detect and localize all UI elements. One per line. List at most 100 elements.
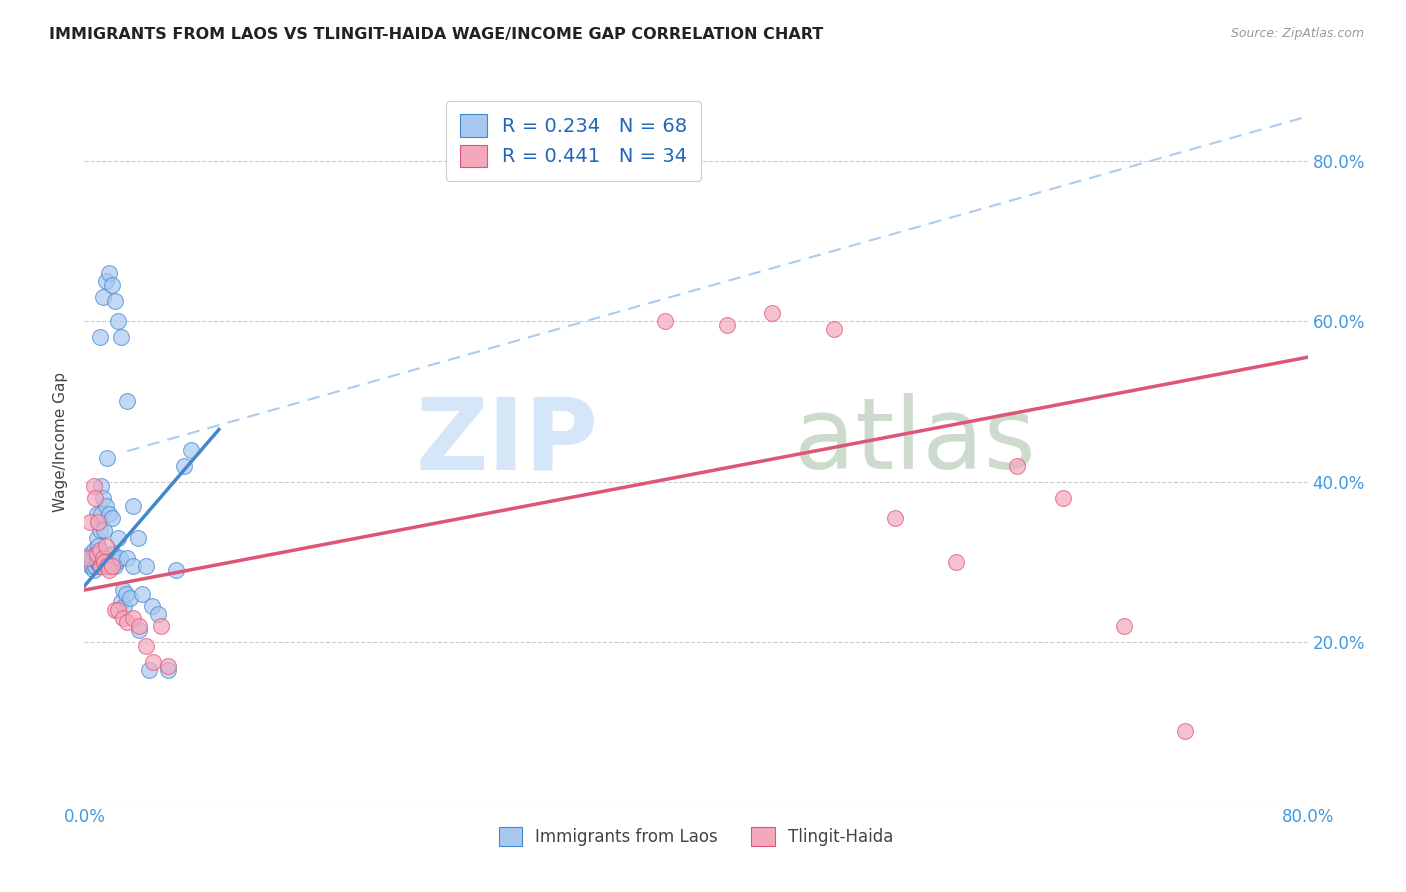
- Point: [89, 542, 111, 557]
- Point: [135, 639, 157, 653]
- Point: [115, 550, 138, 566]
- Point: [87, 555, 110, 569]
- Point: [96, 558, 118, 574]
- Point: [180, 442, 202, 457]
- Point: [79, 558, 101, 574]
- Point: [716, 318, 738, 332]
- Point: [97, 563, 120, 577]
- Point: [110, 595, 132, 609]
- Legend: Immigrants from Laos, Tlingit-Haida: Immigrants from Laos, Tlingit-Haida: [488, 817, 904, 856]
- Point: [115, 615, 138, 630]
- Point: [128, 619, 150, 633]
- Point: [84, 558, 107, 574]
- Point: [93, 550, 115, 566]
- Point: [101, 558, 124, 574]
- Point: [86, 555, 108, 569]
- Point: [104, 293, 127, 308]
- Point: [104, 558, 127, 574]
- Point: [101, 547, 124, 561]
- Point: [157, 664, 180, 678]
- Point: [1052, 491, 1074, 505]
- Point: [90, 547, 112, 561]
- Point: [654, 314, 676, 328]
- Point: [94, 499, 117, 513]
- Point: [108, 550, 131, 566]
- Point: [84, 491, 107, 505]
- Point: [157, 659, 180, 673]
- Point: [89, 523, 111, 537]
- Text: Source: ZipAtlas.com: Source: ZipAtlas.com: [1230, 27, 1364, 40]
- Point: [76, 550, 98, 566]
- Point: [107, 314, 129, 328]
- Point: [111, 583, 134, 598]
- Point: [94, 274, 117, 288]
- Point: [83, 563, 105, 577]
- Point: [79, 547, 101, 561]
- Point: [114, 587, 136, 601]
- Point: [107, 603, 129, 617]
- Point: [94, 558, 117, 574]
- Point: [1114, 619, 1136, 633]
- Point: [83, 542, 105, 557]
- Point: [107, 531, 129, 545]
- Point: [1174, 723, 1197, 738]
- Point: [1005, 458, 1028, 473]
- Point: [149, 619, 172, 633]
- Point: [111, 611, 134, 625]
- Point: [122, 499, 145, 513]
- Point: [94, 539, 117, 553]
- Point: [90, 507, 112, 521]
- Point: [146, 607, 169, 621]
- Y-axis label: Wage/Income Gap: Wage/Income Gap: [53, 371, 69, 512]
- Point: [141, 599, 163, 614]
- Point: [84, 547, 107, 561]
- Point: [165, 563, 187, 577]
- Point: [76, 555, 98, 569]
- Point: [87, 539, 110, 553]
- Point: [89, 330, 111, 344]
- Point: [80, 550, 103, 566]
- Point: [883, 510, 905, 524]
- Point: [87, 547, 110, 561]
- Point: [122, 611, 145, 625]
- Point: [823, 322, 845, 336]
- Point: [98, 555, 121, 569]
- Point: [83, 478, 105, 492]
- Point: [110, 330, 132, 344]
- Point: [86, 531, 108, 545]
- Point: [91, 555, 114, 569]
- Point: [86, 547, 108, 561]
- Point: [945, 555, 967, 569]
- Point: [138, 664, 160, 678]
- Point: [101, 277, 124, 292]
- Point: [120, 591, 142, 605]
- Text: ZIP: ZIP: [415, 393, 598, 490]
- Point: [89, 558, 111, 574]
- Point: [90, 558, 112, 574]
- Point: [105, 555, 128, 569]
- Point: [112, 599, 135, 614]
- Point: [97, 507, 120, 521]
- Point: [97, 558, 120, 574]
- Point: [122, 558, 145, 574]
- Point: [87, 515, 110, 529]
- Point: [96, 558, 118, 574]
- Point: [77, 550, 100, 566]
- Point: [142, 655, 165, 669]
- Point: [761, 306, 783, 320]
- Point: [128, 623, 150, 637]
- Point: [89, 550, 111, 566]
- Point: [91, 491, 114, 505]
- Point: [91, 290, 114, 304]
- Point: [127, 531, 149, 545]
- Text: IMMIGRANTS FROM LAOS VS TLINGIT-HAIDA WAGE/INCOME GAP CORRELATION CHART: IMMIGRANTS FROM LAOS VS TLINGIT-HAIDA WA…: [49, 27, 824, 42]
- Point: [90, 478, 112, 492]
- Point: [104, 603, 127, 617]
- Text: atlas: atlas: [794, 393, 1035, 490]
- Point: [80, 558, 103, 574]
- Point: [103, 547, 125, 561]
- Point: [101, 510, 124, 524]
- Point: [86, 507, 108, 521]
- Point: [135, 558, 157, 574]
- Point: [115, 394, 138, 409]
